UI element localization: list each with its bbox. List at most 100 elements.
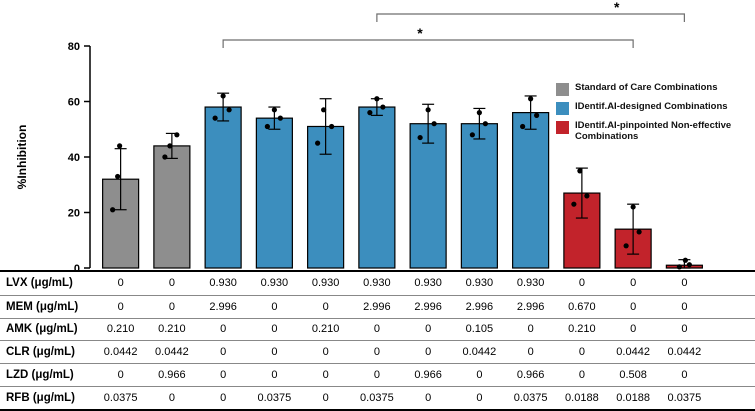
y-tick-label: 20 bbox=[68, 208, 80, 220]
concentration-value: 0.0188 bbox=[616, 391, 650, 404]
scatter-point bbox=[264, 123, 270, 130]
bar bbox=[358, 106, 396, 269]
concentration-value: 0.930 bbox=[260, 277, 289, 290]
legend-label: IDentif.AI-pinpointed Non-effective Comb… bbox=[575, 120, 732, 143]
concentration-value: 0.0188 bbox=[565, 391, 599, 404]
scatter-point bbox=[476, 110, 482, 116]
significance-bracket bbox=[222, 39, 634, 48]
scatter-point bbox=[321, 107, 327, 113]
scatter-point bbox=[686, 262, 692, 268]
scatter-point bbox=[482, 121, 488, 127]
concentration-value: 0 bbox=[117, 369, 124, 382]
concentration-value: 0 bbox=[425, 346, 432, 359]
concentration-value: 0.966 bbox=[158, 369, 186, 382]
concentration-value: 0 bbox=[476, 369, 483, 382]
y-tick-label: 60 bbox=[68, 97, 80, 109]
concentration-value: 0 bbox=[630, 277, 637, 290]
bar bbox=[102, 178, 140, 269]
scatter-point bbox=[636, 229, 642, 235]
scatter-point bbox=[623, 243, 629, 249]
concentration-value: 0.0442 bbox=[462, 346, 497, 359]
concentration-value: 0 bbox=[681, 300, 688, 313]
scatter-point bbox=[417, 134, 423, 141]
legend-item: Standard of Care Combinations bbox=[556, 82, 752, 96]
scatter-point bbox=[528, 96, 534, 102]
concentration-value: 0.210 bbox=[106, 323, 135, 336]
scatter-point bbox=[431, 121, 437, 127]
row-label: LVX (μg/mL) bbox=[6, 277, 73, 290]
scatter-point bbox=[676, 264, 682, 270]
concentration-value: 0.670 bbox=[568, 300, 596, 313]
scatter-point bbox=[534, 112, 540, 118]
scatter-point bbox=[110, 207, 116, 213]
scatter-point bbox=[277, 115, 283, 121]
scatter-point bbox=[315, 140, 321, 146]
concentration-value: 0 bbox=[630, 323, 637, 336]
legend-item: IDentif.AI-pinpointed Non-effective Comb… bbox=[556, 120, 752, 143]
concentration-value: 0 bbox=[373, 323, 380, 336]
concentration-value: 0.0375 bbox=[360, 391, 394, 404]
scatter-point bbox=[630, 204, 636, 210]
scatter-point bbox=[380, 104, 386, 110]
concentration-value: 0.930 bbox=[465, 277, 494, 290]
scatter-point bbox=[174, 132, 180, 138]
y-tick-label: 40 bbox=[68, 152, 80, 164]
concentration-value: 2.996 bbox=[209, 300, 237, 313]
concentration-value: 0 bbox=[117, 300, 124, 313]
scatter-point bbox=[212, 115, 218, 121]
legend-swatch-1 bbox=[556, 102, 569, 115]
concentration-value: 0 bbox=[527, 323, 534, 336]
concentration-value: 0 bbox=[322, 391, 329, 404]
concentration-value: 0.0375 bbox=[257, 391, 292, 404]
concentration-value: 0.0375 bbox=[513, 391, 548, 404]
concentration-value: 0 bbox=[220, 346, 227, 359]
concentration-value: 0 bbox=[322, 369, 329, 382]
legend-item: IDentif.AI-designed Combinations bbox=[556, 101, 752, 115]
concentration-value: 0 bbox=[220, 391, 227, 404]
bar bbox=[460, 123, 498, 269]
concentration-value: 0 bbox=[168, 300, 175, 313]
significance-star: * bbox=[417, 25, 423, 41]
table-row: LVX (μg/mL) 0 0 0.930 0.930 0.930 0.930 0.930 0.… bbox=[0, 272, 755, 295]
concentration-value: 0 bbox=[322, 300, 329, 313]
significance-brackets: ** bbox=[222, 0, 685, 48]
concentration-value: 0.0442 bbox=[103, 346, 138, 359]
row-label: AMK (μg/mL) bbox=[6, 323, 78, 336]
concentration-value: 0 bbox=[168, 277, 175, 290]
concentration-value: 0.930 bbox=[516, 277, 545, 290]
concentration-value: 0 bbox=[630, 300, 637, 313]
concentration-value: 0.966 bbox=[516, 369, 545, 382]
y-tick-label: 80 bbox=[68, 41, 80, 53]
bar bbox=[153, 145, 191, 269]
bar bbox=[307, 125, 345, 269]
table-row: LZD (μg/mL) 0 0.966 0 0 0 0 0.966 0 0.966 0 0.508 0 bbox=[0, 363, 755, 386]
scatter-point bbox=[117, 143, 123, 149]
chart-area: * * 0 20 40 60 80 %Inhibition Standard of Car… bbox=[15, 0, 752, 270]
concentration-value: 0 bbox=[322, 346, 329, 359]
scatter-point bbox=[584, 193, 590, 199]
table-row: CLR (μg/mL) 0.0442 0.0442 0 0 0 0 0 0.0442 0 0 0.04… bbox=[0, 340, 755, 363]
scatter-point bbox=[520, 123, 526, 130]
concentration-value: 0 bbox=[425, 391, 432, 404]
row-label: RFB (μg/mL) bbox=[6, 391, 75, 404]
significance-bracket bbox=[376, 13, 685, 22]
bar bbox=[204, 106, 242, 269]
legend-swatch-2 bbox=[556, 121, 569, 134]
scatter-point bbox=[162, 154, 168, 160]
concentration-value: 0 bbox=[373, 346, 380, 359]
concentration-value: 0 bbox=[271, 369, 278, 382]
scatter-point bbox=[220, 93, 226, 99]
bar bbox=[255, 117, 293, 269]
concentration-value: 0 bbox=[425, 323, 432, 336]
scatter-point bbox=[167, 143, 173, 149]
concentration-value: 0.0375 bbox=[103, 391, 138, 404]
concentration-value: 2.996 bbox=[465, 300, 494, 313]
concentration-value: 0 bbox=[527, 346, 534, 359]
concentration-value: 0 bbox=[578, 346, 585, 359]
scatter-point bbox=[425, 107, 431, 113]
y-tick-label: 0 bbox=[74, 263, 80, 270]
scatter-point bbox=[682, 257, 688, 263]
concentration-value: 0 bbox=[168, 391, 175, 404]
concentration-value: 0.508 bbox=[619, 369, 647, 382]
